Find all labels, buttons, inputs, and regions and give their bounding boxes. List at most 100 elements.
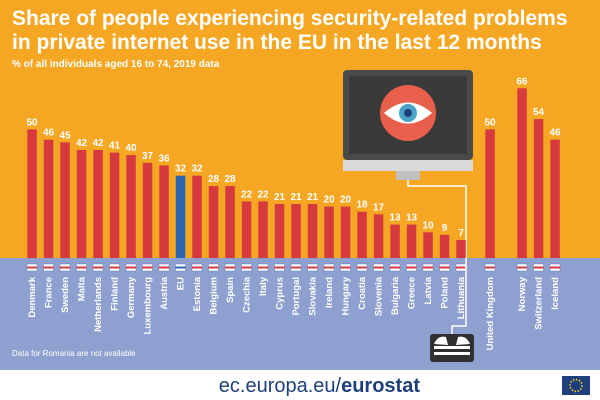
category-label-iceland: Iceland: [550, 277, 561, 310]
value-label-belgium: 28: [208, 174, 220, 185]
spain-flag-icon: [224, 263, 236, 272]
category-label-bulgaria: Bulgaria: [390, 276, 401, 315]
category-label-croatia: Croatia: [357, 276, 368, 309]
cyprus-flag-icon: [274, 263, 285, 272]
category-label-portugal: Portugal: [291, 277, 302, 316]
category-label-slovakia: Slovakia: [308, 276, 319, 315]
category-label-ireland: Ireland: [324, 277, 335, 308]
czechia-flag-icon: [241, 263, 252, 272]
category-label-cyprus: Cyprus: [275, 277, 286, 310]
category-label-netherlands: Netherlands: [93, 277, 104, 332]
bar-italy: [258, 201, 268, 258]
value-label-slovenia: 17: [373, 202, 385, 213]
finland-flag-icon: [109, 263, 120, 272]
category-label-slovenia: Slovenia: [374, 276, 385, 316]
bar-poland: [439, 234, 450, 258]
bar-slovakia: [307, 204, 318, 258]
category-label-luxembourg: Luxembourg: [143, 277, 154, 335]
value-label-united-kingdom: 50: [484, 117, 496, 128]
bar-belgium: [208, 186, 219, 258]
label-band: [0, 258, 600, 370]
bar-sweden: [60, 142, 70, 258]
bars-layer: [27, 88, 560, 258]
value-label-eu: 32: [175, 164, 187, 175]
bar-switzerland: [533, 119, 544, 258]
switzerland-flag-icon: [533, 263, 544, 272]
site-brand: eurostat: [341, 375, 420, 397]
category-label-united-kingdom: United Kingdom: [485, 277, 496, 350]
bar-eu: [175, 175, 186, 258]
value-label-croatia: 18: [356, 200, 368, 211]
lithuania-flag-icon: [455, 263, 467, 272]
value-label-ireland: 20: [323, 195, 335, 206]
value-label-lithuania: 7: [458, 228, 464, 239]
latvia-flag-icon: [422, 263, 434, 272]
footnote: Data for Romania are not available: [12, 349, 136, 358]
value-label-czechia: 22: [241, 189, 253, 200]
category-label-estonia: Estonia: [192, 276, 203, 311]
bulgaria-flag-icon: [389, 263, 401, 272]
slovenia-flag-icon: [373, 263, 384, 272]
value-label-greece: 13: [406, 213, 418, 224]
value-label-malta: 42: [76, 138, 88, 149]
malta-flag-icon: [76, 263, 87, 272]
site-prefix: ec.europa.eu/: [219, 375, 342, 397]
eu-flag-icon: [175, 263, 186, 272]
flags-layer: [26, 263, 561, 272]
value-label-latvia: 10: [422, 220, 434, 231]
value-label-germany: 40: [125, 143, 137, 154]
bar-greece: [406, 224, 417, 258]
value-label-luxembourg: 37: [142, 151, 154, 162]
category-label-czechia: Czechia: [242, 276, 253, 313]
poland-flag-icon: [439, 263, 450, 272]
value-label-sweden: 45: [59, 130, 71, 141]
category-label-hungary: Hungary: [341, 276, 352, 315]
chart-title-line1: Share of people experiencing security-re…: [12, 7, 568, 30]
category-label-greece: Greece: [407, 277, 418, 309]
value-label-netherlands: 42: [92, 138, 104, 149]
category-label-latvia: Latvia: [423, 276, 434, 304]
value-label-france: 46: [43, 128, 55, 139]
value-label-hungary: 20: [340, 195, 352, 206]
value-label-poland: 9: [442, 223, 448, 234]
value-label-cyprus: 21: [274, 192, 286, 203]
united-kingdom-flag-icon: [484, 263, 496, 272]
value-label-iceland: 46: [549, 128, 561, 139]
croatia-flag-icon: [356, 263, 368, 272]
value-label-switzerland: 54: [533, 107, 545, 118]
slovakia-flag-icon: [307, 263, 318, 272]
bar-denmark: [27, 129, 37, 258]
value-label-norway: 66: [516, 76, 528, 87]
france-flag-icon: [43, 263, 54, 272]
ireland-flag-icon: [323, 263, 335, 272]
bar-slovenia: [373, 214, 384, 258]
category-label-germany: Germany: [126, 276, 137, 318]
hungary-flag-icon: [340, 263, 351, 272]
category-label-austria: Austria: [159, 276, 170, 309]
chart-title-line2: in private internet use in the EU in the…: [12, 31, 542, 54]
monitor-eye-icon: [343, 70, 473, 258]
category-label-lithuania: Lithuania: [456, 276, 467, 319]
bar-hungary: [340, 206, 351, 258]
bar-spain: [225, 186, 235, 258]
category-label-norway: Norway: [517, 276, 528, 311]
austria-flag-icon: [158, 263, 170, 272]
bar-estonia: [192, 175, 202, 258]
eu-flag-logo-icon: [562, 376, 590, 395]
category-label-france: France: [44, 277, 55, 308]
bar-united-kingdom: [485, 129, 495, 258]
estonia-flag-icon: [191, 263, 203, 272]
category-label-denmark: Denmark: [27, 276, 38, 317]
bar-france: [43, 139, 54, 258]
value-label-bulgaria: 13: [389, 213, 401, 224]
footer-band: [0, 370, 600, 400]
footer-url: ec.europa.eu/eurostat: [219, 375, 421, 397]
iceland-flag-icon: [549, 263, 561, 272]
category-label-switzerland: Switzerland: [534, 277, 545, 330]
category-label-belgium: Belgium: [209, 277, 220, 314]
bar-finland: [109, 152, 120, 258]
value-label-italy: 22: [257, 189, 269, 200]
bar-luxembourg: [142, 162, 153, 258]
value-label-slovakia: 21: [307, 192, 319, 203]
